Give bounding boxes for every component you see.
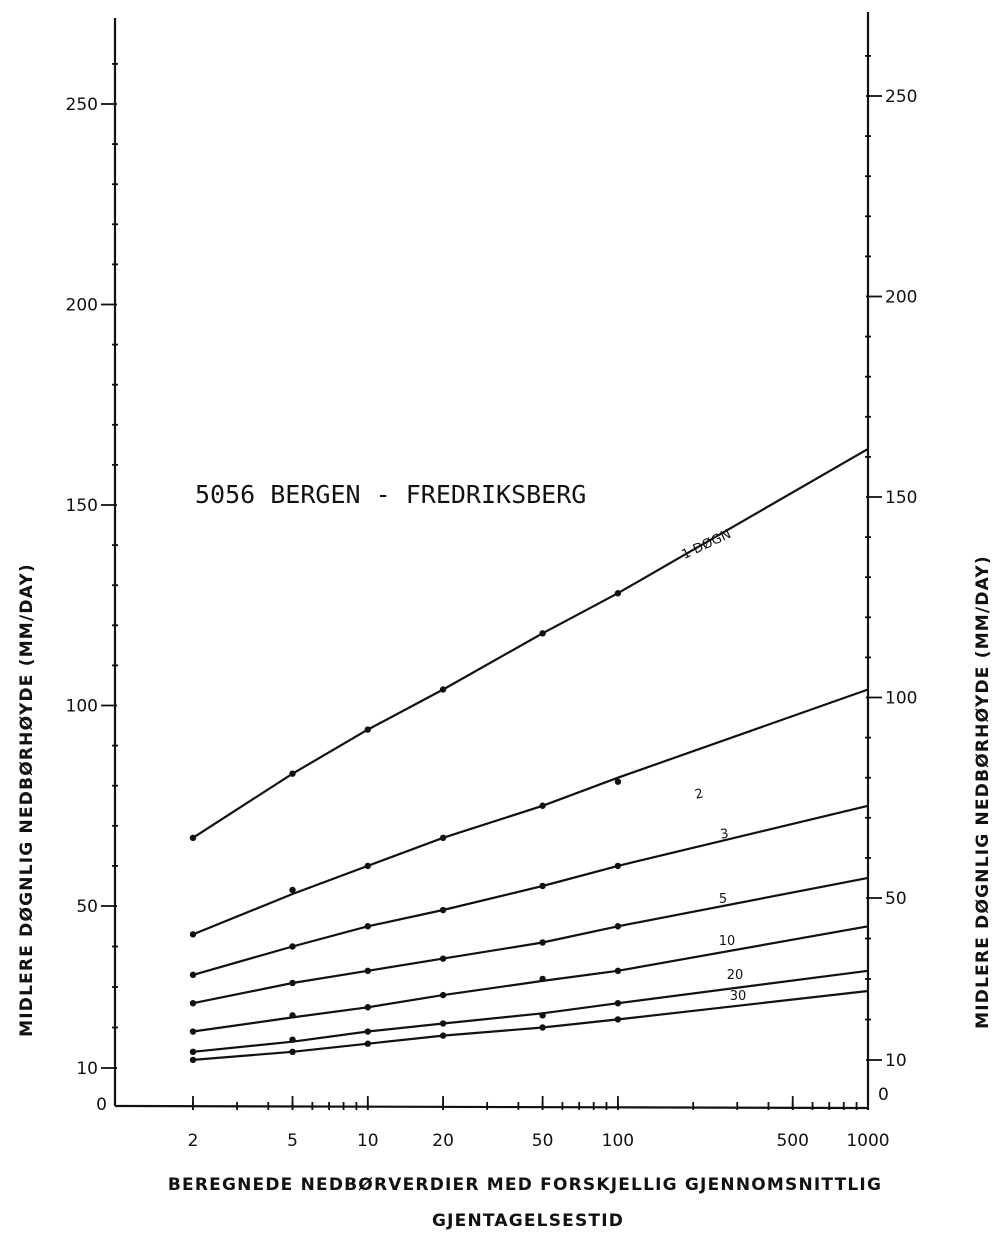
data-point [539, 802, 546, 809]
x-tick-label: 10 [357, 1131, 379, 1151]
x-axis-title-line-2: GJENTAGELSESTID [432, 1211, 624, 1231]
data-point [614, 967, 622, 974]
data-point [364, 1040, 372, 1047]
data-point [364, 862, 372, 870]
y-right-tick-label: 150 [885, 488, 917, 508]
data-point [539, 882, 546, 890]
y-right-tick-label: 250 [885, 87, 917, 107]
y-right-tick-label: 50 [885, 889, 907, 909]
x-axis [114, 1104, 869, 1110]
y-right-tick-label: 100 [885, 689, 917, 709]
x-tick-label: 5 [287, 1131, 298, 1151]
data-point [289, 886, 296, 894]
y-left-tick-label: 0 [96, 1095, 107, 1115]
data-point [439, 1020, 447, 1027]
series-label: 5 [719, 892, 727, 907]
data-point [189, 1000, 197, 1007]
x-tick-label: 100 [602, 1131, 634, 1151]
y-axis-title-left: MIDLERE DØGNLIG NEDBØRHØYDE (MM/DAY) [17, 563, 37, 1037]
data-point [364, 967, 372, 974]
x-tick-label: 500 [776, 1131, 808, 1151]
data-point [439, 1032, 447, 1039]
series-label: 1 DØGN [680, 527, 734, 563]
x-tick-label: 20 [432, 1131, 454, 1151]
data-point [289, 1012, 296, 1019]
y-left-tick-label: 10 [76, 1059, 98, 1079]
y-left-tick-label: 150 [66, 496, 98, 516]
data-point [539, 975, 546, 983]
y-axis-title-right: MIDLERE DØGNLIG NEDBØRHØYDE (MM/DAY) [973, 555, 993, 1029]
data-point [364, 1028, 372, 1035]
data-point [189, 1048, 197, 1056]
data-point [539, 1024, 546, 1031]
data-point [289, 770, 296, 777]
data-point [289, 1048, 296, 1056]
y-right-tick-label: 200 [885, 288, 917, 308]
data-point [614, 1016, 622, 1023]
y-left-tick-label: 50 [76, 897, 98, 917]
data-point [539, 630, 546, 637]
series-label: 10 [719, 934, 736, 949]
data-point [614, 1000, 622, 1007]
data-point [364, 1004, 372, 1011]
data-point [614, 923, 622, 930]
series-label: 3 [719, 827, 729, 843]
series-label: 2 [693, 786, 705, 803]
x-tick-label: 1000 [846, 1131, 889, 1151]
data-point [289, 979, 296, 987]
data-point [289, 1036, 296, 1043]
y-right-tick-label: 0 [878, 1085, 889, 1105]
y-left-tick-label: 100 [66, 697, 98, 717]
data-point [189, 1028, 197, 1035]
series-label: 30 [730, 989, 747, 1004]
data-point [189, 1056, 197, 1064]
series-label: 20 [727, 968, 744, 983]
data-point [364, 726, 372, 733]
data-point [189, 931, 197, 938]
x-axis-title-line-1: BEREGNEDE NEDBØRVERDIER MED FORSKJELLIG … [168, 1175, 882, 1195]
data-point [539, 1012, 546, 1019]
data-point [439, 991, 447, 999]
data-point [614, 778, 622, 785]
data-point [189, 834, 197, 842]
data-point [289, 943, 296, 950]
data-point [189, 971, 197, 979]
data-point [539, 939, 546, 946]
x-tick-label: 2 [188, 1131, 199, 1151]
x-tick-label: 50 [532, 1131, 554, 1151]
series-lines [192, 447, 869, 1061]
y-left-tick-label: 200 [66, 296, 98, 316]
data-point [614, 590, 622, 597]
series-labels: 1 DØGN 2 3 5 10 20 30 [680, 527, 747, 1004]
data-point [439, 955, 447, 962]
y-left-tick-label: 250 [66, 95, 98, 115]
data-point [614, 862, 622, 870]
series-points [189, 590, 622, 1064]
y-right-tick-label: 10 [885, 1051, 907, 1071]
chart-title: 5056 BERGEN - FREDRIKSBERG [195, 480, 586, 509]
data-point [439, 686, 447, 693]
data-point [439, 906, 447, 914]
data-point [364, 923, 372, 930]
data-point [439, 834, 447, 842]
